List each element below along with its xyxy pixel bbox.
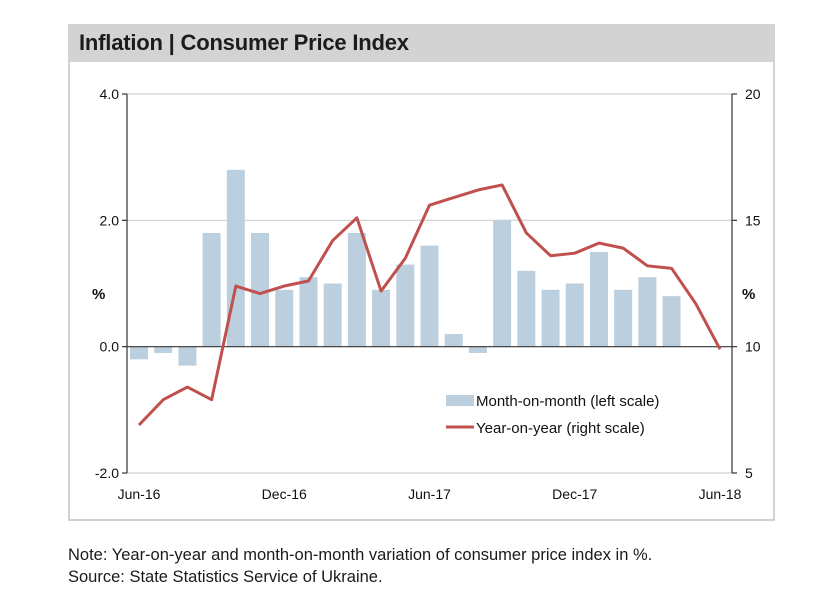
right-tick-label: 10 bbox=[745, 339, 761, 355]
bar-Jul-16 bbox=[154, 346, 173, 353]
bar-Jun-17 bbox=[420, 245, 439, 347]
bar-Jul-17 bbox=[444, 334, 463, 347]
bar-Jan-17 bbox=[299, 277, 318, 347]
bar-Sep-16 bbox=[202, 232, 221, 347]
bar-Oct-17 bbox=[517, 270, 536, 347]
bar-Aug-16 bbox=[178, 346, 197, 366]
footnote: Note: Year-on-year and month-on-month va… bbox=[68, 544, 652, 588]
source-text: Source: State Statistics Service of Ukra… bbox=[68, 568, 383, 586]
x-tick-label: Dec-17 bbox=[552, 486, 597, 502]
x-tick-label: Jun-16 bbox=[118, 486, 161, 502]
bar-Jan-18 bbox=[589, 251, 608, 347]
left-tick-label: 2.0 bbox=[100, 212, 120, 228]
bar-Aug-17 bbox=[468, 346, 487, 353]
left-tick-label: 0.0 bbox=[100, 339, 120, 355]
note-text: Note: Year-on-year and month-on-month va… bbox=[68, 546, 653, 564]
bar-Feb-18 bbox=[614, 289, 633, 347]
bar-Nov-17 bbox=[541, 289, 560, 347]
bar-Mar-17 bbox=[347, 232, 366, 347]
left-tick-label: -2.0 bbox=[95, 465, 119, 481]
right-tick-label: 5 bbox=[745, 465, 753, 481]
bar-Dec-16 bbox=[275, 289, 294, 347]
x-tick-label: Jun-17 bbox=[408, 486, 451, 502]
bar-Dec-17 bbox=[565, 283, 584, 347]
bar-series bbox=[130, 169, 681, 366]
left-axis-label: % bbox=[92, 286, 105, 303]
legend-swatch-bar bbox=[446, 395, 474, 406]
bar-Sep-17 bbox=[493, 220, 512, 347]
bar-Apr-17 bbox=[372, 289, 391, 347]
x-tick-label: Dec-16 bbox=[262, 486, 307, 502]
legend: Month-on-month (left scale) Year-on-year… bbox=[446, 393, 659, 437]
right-tick-label: 20 bbox=[745, 86, 761, 102]
legend-label-yoy: Year-on-year (right scale) bbox=[476, 420, 645, 437]
bar-Nov-16 bbox=[251, 232, 270, 347]
left-tick-label: 4.0 bbox=[100, 86, 120, 102]
legend-label-mom: Month-on-month (left scale) bbox=[476, 393, 659, 410]
chart-title: Inflation | Consumer Price Index bbox=[79, 30, 409, 55]
bar-May-17 bbox=[396, 264, 415, 347]
title-bar: Inflation | Consumer Price Index bbox=[68, 24, 775, 62]
tick-labels: 4.0 2.0 0.0 -2.0 20 15 10 5 Jun-16 Dec-16 Jun-17 De… bbox=[95, 86, 761, 502]
bar-Feb-17 bbox=[323, 283, 342, 347]
x-tick-label: Jun-18 bbox=[699, 486, 742, 502]
right-tick-label: 15 bbox=[745, 212, 761, 228]
axes bbox=[122, 93, 737, 474]
line-series bbox=[137, 183, 722, 427]
bar-Apr-18 bbox=[662, 296, 681, 347]
bar-Mar-18 bbox=[638, 277, 657, 347]
right-axis-label: % bbox=[742, 286, 755, 303]
bar-Jun-16 bbox=[130, 346, 148, 360]
